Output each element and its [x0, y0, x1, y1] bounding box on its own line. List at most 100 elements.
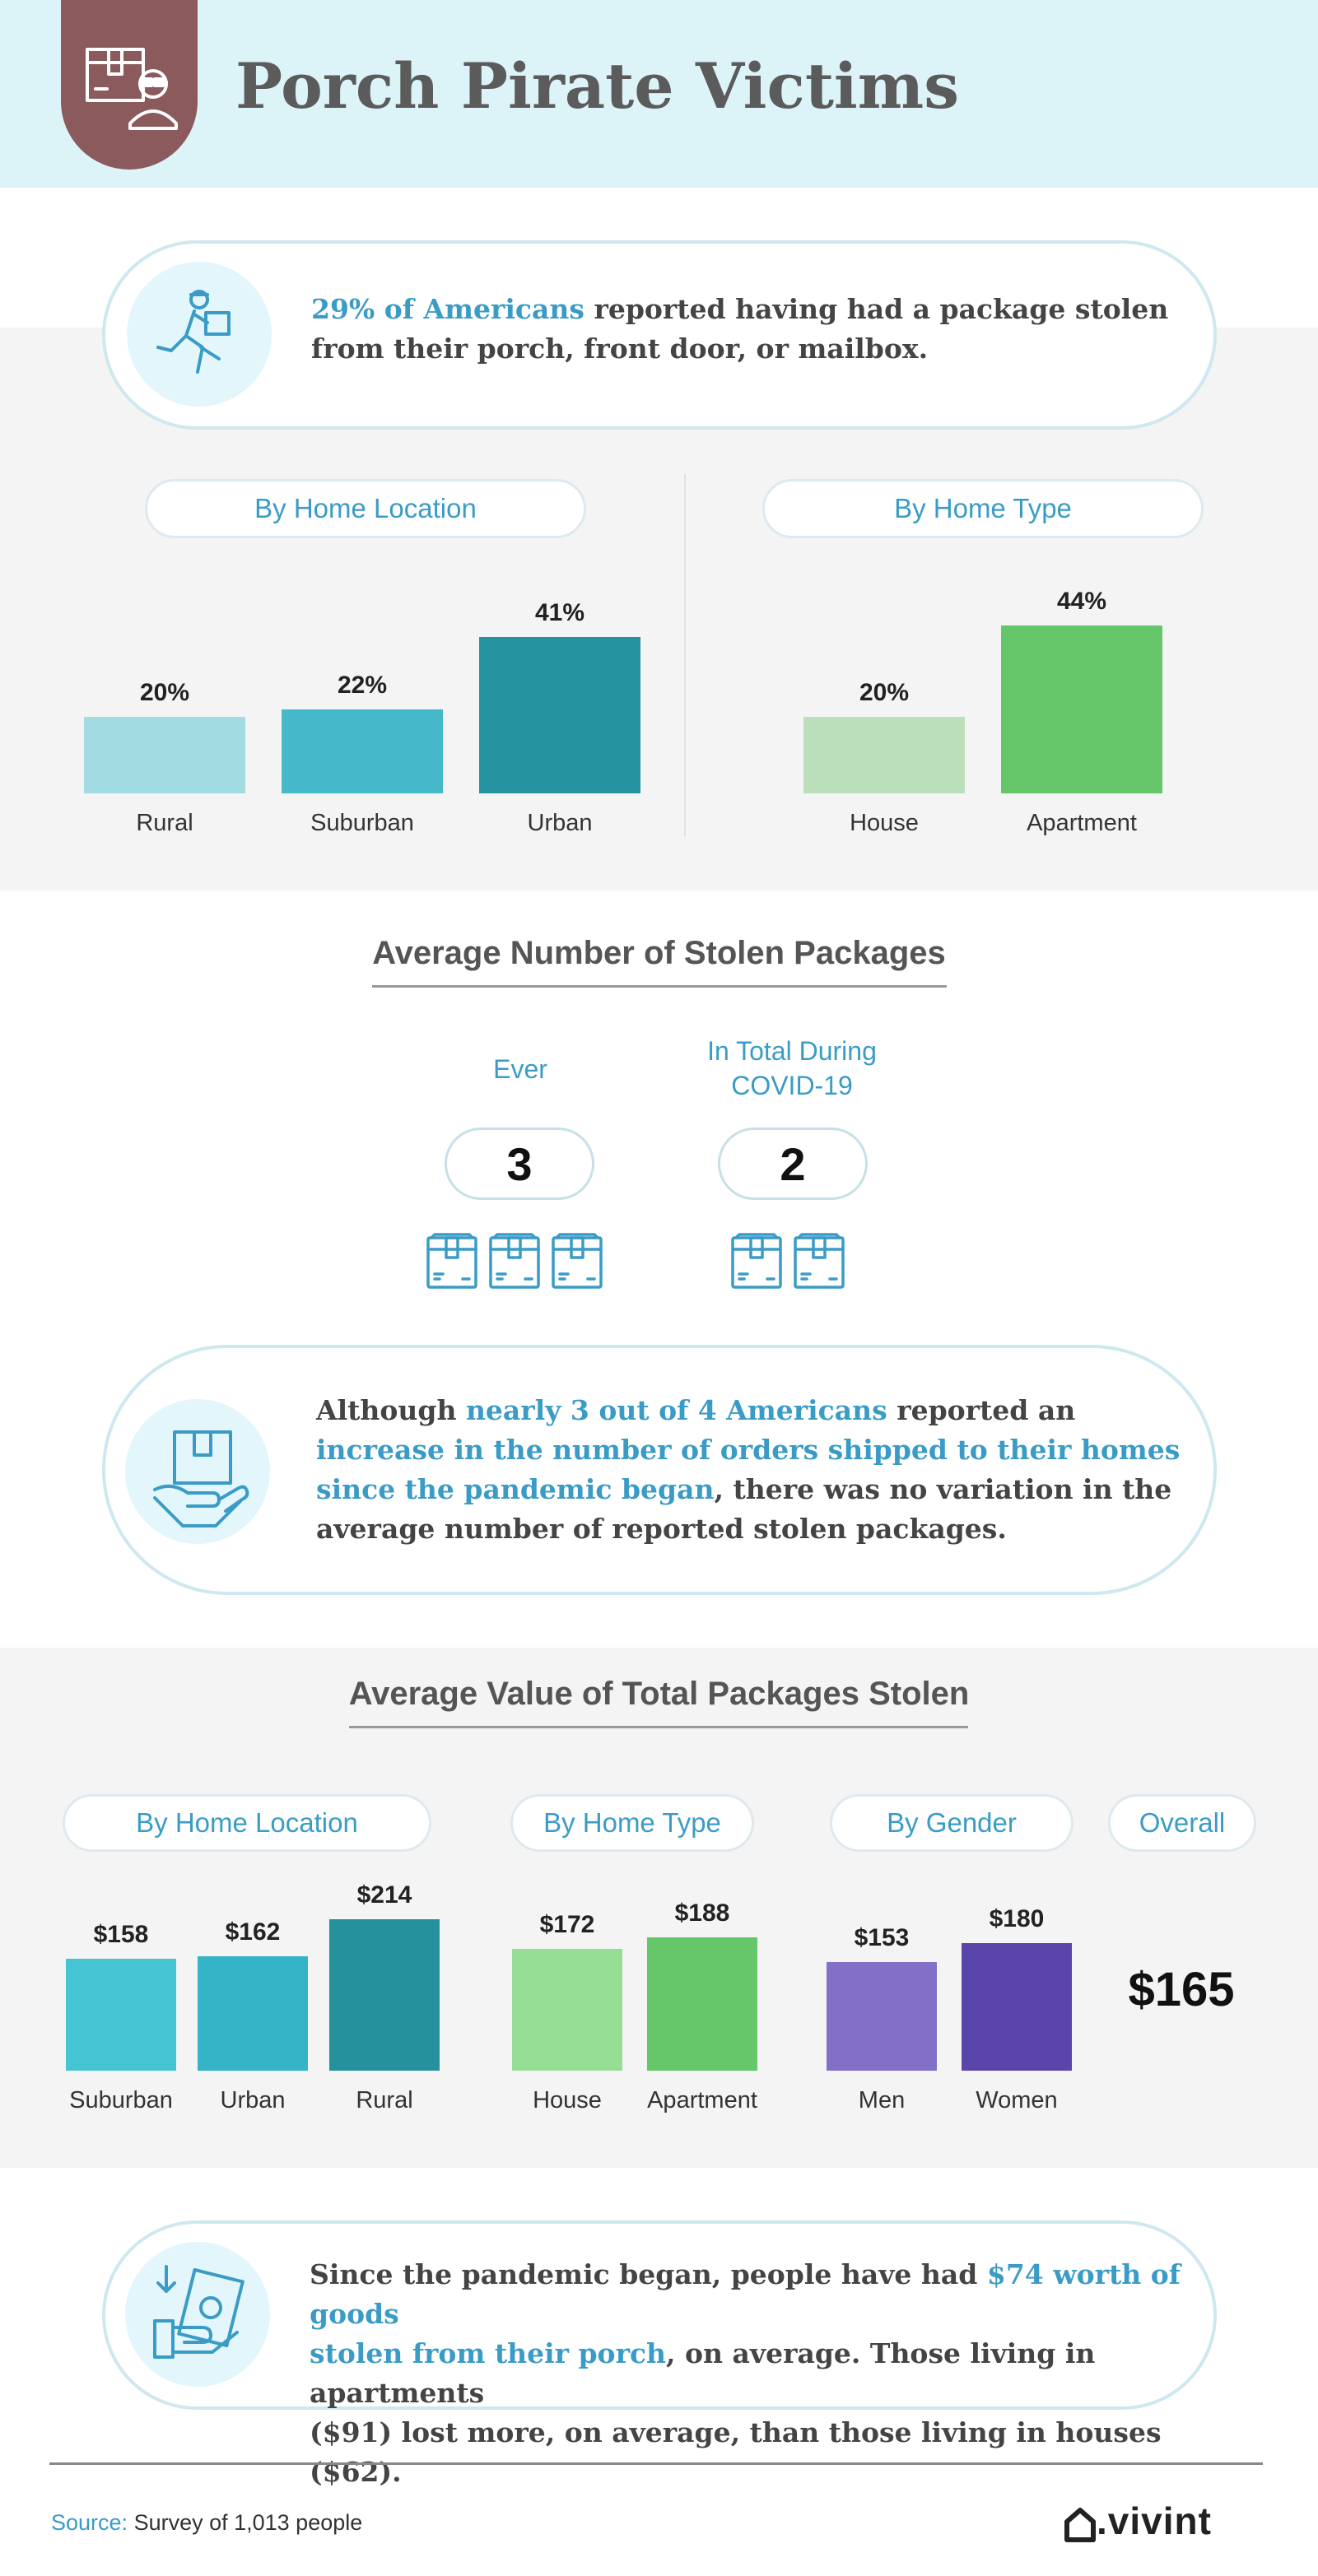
chart-divider: [684, 474, 686, 836]
callout-value-lost-text: Since the pandemic began, people have ha…: [310, 2255, 1199, 2492]
bar-value-label: $162: [225, 1918, 281, 1946]
bar-category-label: Apartment: [1027, 810, 1137, 836]
count-covid-pill: 2: [718, 1128, 868, 1200]
chart-bar: [1001, 625, 1162, 793]
package-icon: [489, 1233, 540, 1289]
bar-value-label: $180: [989, 1905, 1045, 1933]
count-ever-value: 3: [506, 1137, 533, 1190]
callout-stolen-share: [102, 240, 1217, 430]
chart-4-title-pill: By Home Location: [63, 1794, 431, 1852]
source-text: Survey of 1,013 people: [128, 2510, 363, 2535]
bar-category-label: Rural: [356, 2087, 413, 2113]
header-tab: [61, 0, 198, 170]
chart-bar: [66, 1959, 176, 2071]
chart-bar: [803, 717, 965, 793]
overall-title-pill: Overall: [1108, 1794, 1256, 1852]
package-icon: [426, 1233, 477, 1289]
vivint-logo: .vivint: [1064, 2499, 1212, 2543]
value-l2-b: , on average. Those living in apartments: [310, 2337, 1096, 2409]
orders-l1-highlight: nearly 3 out of 4 Americans: [465, 1394, 887, 1426]
callout-orders-increase: [102, 1345, 1217, 1595]
chart-bar: [479, 636, 640, 793]
value-l1-highlight: $74 worth of goods: [310, 2258, 1181, 2330]
bar-category-label: Apartment: [647, 2087, 757, 2113]
bar-value-label: $153: [854, 1924, 910, 1952]
chart-value-home-type: $172 House $188 Apartment: [494, 1876, 790, 2123]
page-title: Porch Pirate Victims: [235, 49, 960, 123]
package-icon: [794, 1233, 845, 1289]
bar-category-label: Suburban: [310, 810, 414, 836]
chart-bar: [512, 1949, 622, 2071]
chart-6-title: By Gender: [887, 1807, 1017, 1838]
package-icons-covid: [729, 1233, 855, 1292]
callout-stolen-share-text: 29% of Americans reported having had a p…: [311, 290, 1184, 369]
bar-value-label: $172: [539, 1911, 595, 1939]
value-section-title: Average Value of Total Packages Stolen: [348, 1676, 970, 1712]
bar-category-label: Rural: [136, 810, 193, 836]
chart-6-title-pill: By Gender: [830, 1794, 1073, 1852]
house-logo-icon: [1064, 2508, 1096, 2542]
callout-icon-circle: [125, 1399, 270, 1544]
box-in-hand-icon: [153, 1430, 249, 1527]
value-section-underline: [349, 1726, 968, 1728]
chart-value-home-location: $158 Suburban $162 Urban $214 Rural: [0, 1876, 494, 2123]
bar-category-label: Men: [858, 2087, 906, 2113]
callout-orders-increase-text: Although nearly 3 out of 4 Americans rep…: [316, 1391, 1197, 1549]
source-label: Source:: [51, 2510, 128, 2535]
orders-l3-highlight: since the pandemic began: [316, 1473, 715, 1505]
bar-value-label: 41%: [534, 598, 585, 626]
value-l2-highlight: stolen from their porch: [310, 2337, 667, 2369]
callout-value-lost: [102, 2220, 1217, 2410]
count-section-title: Average Number of Stolen Packages: [372, 935, 946, 971]
count-ever-pill: 3: [445, 1128, 594, 1200]
bar-category-label: House: [850, 810, 919, 836]
bar-category-label: Urban: [220, 2087, 286, 2113]
bar-value-label: $188: [674, 1899, 730, 1927]
chart-5-title-pill: By Home Type: [510, 1794, 754, 1852]
bar-value-label: 44%: [1056, 588, 1107, 615]
bar-value-label: 22%: [337, 672, 388, 699]
package-icons-ever: [425, 1233, 612, 1292]
chart-bar: [329, 1919, 440, 2071]
header-band: [0, 0, 1318, 188]
value-l3: ($91) lost more, on average, than those …: [310, 2416, 1162, 2488]
chart-2-title: By Home Type: [894, 493, 1072, 523]
footer-divider: [49, 2462, 1263, 2465]
bar-category-label: Women: [976, 2087, 1058, 2113]
chart-bar: [962, 1943, 1072, 2071]
orders-l3-b: , there was no variation in the: [714, 1473, 1172, 1505]
overall-value: $165: [1128, 1963, 1235, 2016]
package-icon: [552, 1233, 603, 1289]
bar-value-label: $158: [93, 1921, 149, 1949]
chart-5-title: By Home Type: [543, 1807, 721, 1838]
chart-bar: [198, 1955, 308, 2071]
source-note: Source: Survey of 1,013 people: [51, 2510, 362, 2536]
chart-1-title: By Home Location: [254, 493, 477, 523]
overall-title: Overall: [1139, 1807, 1226, 1838]
chart-value-gender: $153 Men $180 Women: [807, 1876, 1103, 2123]
stolen-share-line2: from their porch, front door, or mailbox…: [311, 332, 929, 365]
callout-icon-circle: [125, 2242, 270, 2387]
count-covid-value: 2: [780, 1137, 806, 1190]
bar-category-label: Urban: [527, 810, 593, 836]
vivint-wordmark: .vivint: [1097, 2499, 1212, 2542]
chart-1-title-pill: By Home Location: [145, 479, 586, 538]
bar-category-label: Suburban: [69, 2087, 173, 2113]
orders-l1-b: reported an: [887, 1394, 1076, 1426]
value-l1-a: Since the pandemic began, people have ha…: [310, 2258, 987, 2290]
package-icon: [731, 1233, 782, 1289]
chart-bar: [282, 709, 443, 793]
package-thief-icon: [86, 48, 178, 130]
chart-2-title-pill: By Home Type: [762, 479, 1204, 538]
count-label-covid-line2: COVID-19: [731, 1071, 853, 1100]
bar-category-label: House: [533, 2087, 602, 2113]
bar-value-label: 20%: [139, 679, 190, 707]
bar-value-label: 20%: [859, 679, 910, 707]
bar-value-label: $214: [356, 1881, 412, 1909]
count-label-ever: Ever: [493, 1054, 547, 1084]
cash-in-hand-icon: [153, 2265, 245, 2359]
chart-4-title: By Home Location: [136, 1807, 358, 1838]
chart-bar: [84, 717, 245, 793]
callout-icon-circle: [127, 262, 272, 407]
orders-l4: average number of reported stolen packag…: [316, 1513, 1007, 1545]
